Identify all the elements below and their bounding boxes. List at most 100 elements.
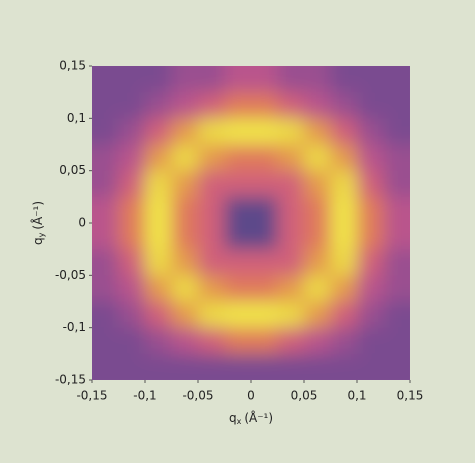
heat-cell [330,249,358,277]
heat-cell [251,196,279,224]
heat-cell [92,196,120,224]
heat-cell [171,249,199,277]
heat-cell [118,66,146,94]
heat-cell [118,301,146,329]
heat-cell [357,353,385,380]
heat-cell [304,196,332,224]
heat-cell [198,249,226,277]
heat-cell [224,196,252,224]
heat-cell [251,327,279,355]
heat-cell [198,92,226,120]
heat-cell [330,223,358,251]
heat-cell [277,275,305,303]
heat-cell [224,118,252,146]
heat-cell [171,144,199,172]
heat-cell [277,118,305,146]
heat-cell [118,249,146,277]
heat-cell [277,144,305,172]
heat-cell [171,118,199,146]
heat-cell [224,170,252,198]
heat-cell [198,223,226,251]
heat-cell [304,249,332,277]
heat-cell [304,144,332,172]
x-tick-label: -0,1 [133,389,156,403]
heat-cell [171,327,199,355]
heat-cell [224,275,252,303]
y-tick-label: 0,05 [59,163,86,177]
heat-cell [251,118,279,146]
heat-cell [171,196,199,224]
heat-cell [171,275,199,303]
heat-cell [118,353,146,380]
heat-cell [304,118,332,146]
heatmap-cells [92,66,410,380]
heat-cell [92,301,120,329]
y-tick-label: -0,15 [55,373,86,387]
x-axis-label: qx (Å⁻¹) [229,410,273,426]
heat-cell [277,327,305,355]
heat-cell [118,144,146,172]
heat-cell [357,170,385,198]
x-tick-label: 0 [247,389,255,403]
heat-cell [383,118,410,146]
heat-cell [198,327,226,355]
heat-cell [118,170,146,198]
heat-cell [330,144,358,172]
heat-cell [118,118,146,146]
heat-cell [251,353,279,380]
heat-cell [251,301,279,329]
heat-cell [92,353,120,380]
y-tick-label: 0,15 [59,59,86,73]
heat-cell [171,170,199,198]
y-label-main: q [31,237,45,245]
heat-cell [118,223,146,251]
x-tick-label: 0,1 [347,389,366,403]
heat-cell [251,66,279,94]
heat-cell [304,275,332,303]
heat-cell [145,301,173,329]
heat-cell [145,327,173,355]
heat-cell [330,92,358,120]
heat-cell [92,249,120,277]
heat-cell [224,353,252,380]
heat-cell [92,327,120,355]
heat-cell [224,327,252,355]
heat-cell [145,275,173,303]
heat-cell [277,223,305,251]
heat-cell [357,249,385,277]
heat-cell [330,353,358,380]
heat-cell [330,327,358,355]
heat-cell [224,249,252,277]
heat-cell [198,170,226,198]
heat-cell [92,275,120,303]
heat-cell [224,92,252,120]
heat-cell [145,353,173,380]
heat-cell [145,144,173,172]
heat-cell [251,249,279,277]
heat-cell [383,275,410,303]
heat-cell [330,66,358,94]
heat-cell [224,66,252,94]
heat-cell [383,223,410,251]
heat-cell [357,275,385,303]
heat-cell [277,92,305,120]
heat-cell [118,275,146,303]
heat-cell [171,353,199,380]
y-label-unit: (Å⁻¹) [30,201,45,230]
x-tick-label: 0,15 [397,389,424,403]
heat-cell [304,223,332,251]
heat-cell [330,196,358,224]
heat-cell [145,170,173,198]
heat-cell [251,170,279,198]
heat-cell [198,66,226,94]
heat-cell [198,275,226,303]
heat-cell [92,118,120,146]
heat-cell [304,353,332,380]
heat-cell [383,353,410,380]
heat-cell [383,249,410,277]
heat-cell [383,92,410,120]
heat-cell [304,170,332,198]
heat-cell [145,249,173,277]
heat-cell [198,144,226,172]
heat-cell [171,92,199,120]
